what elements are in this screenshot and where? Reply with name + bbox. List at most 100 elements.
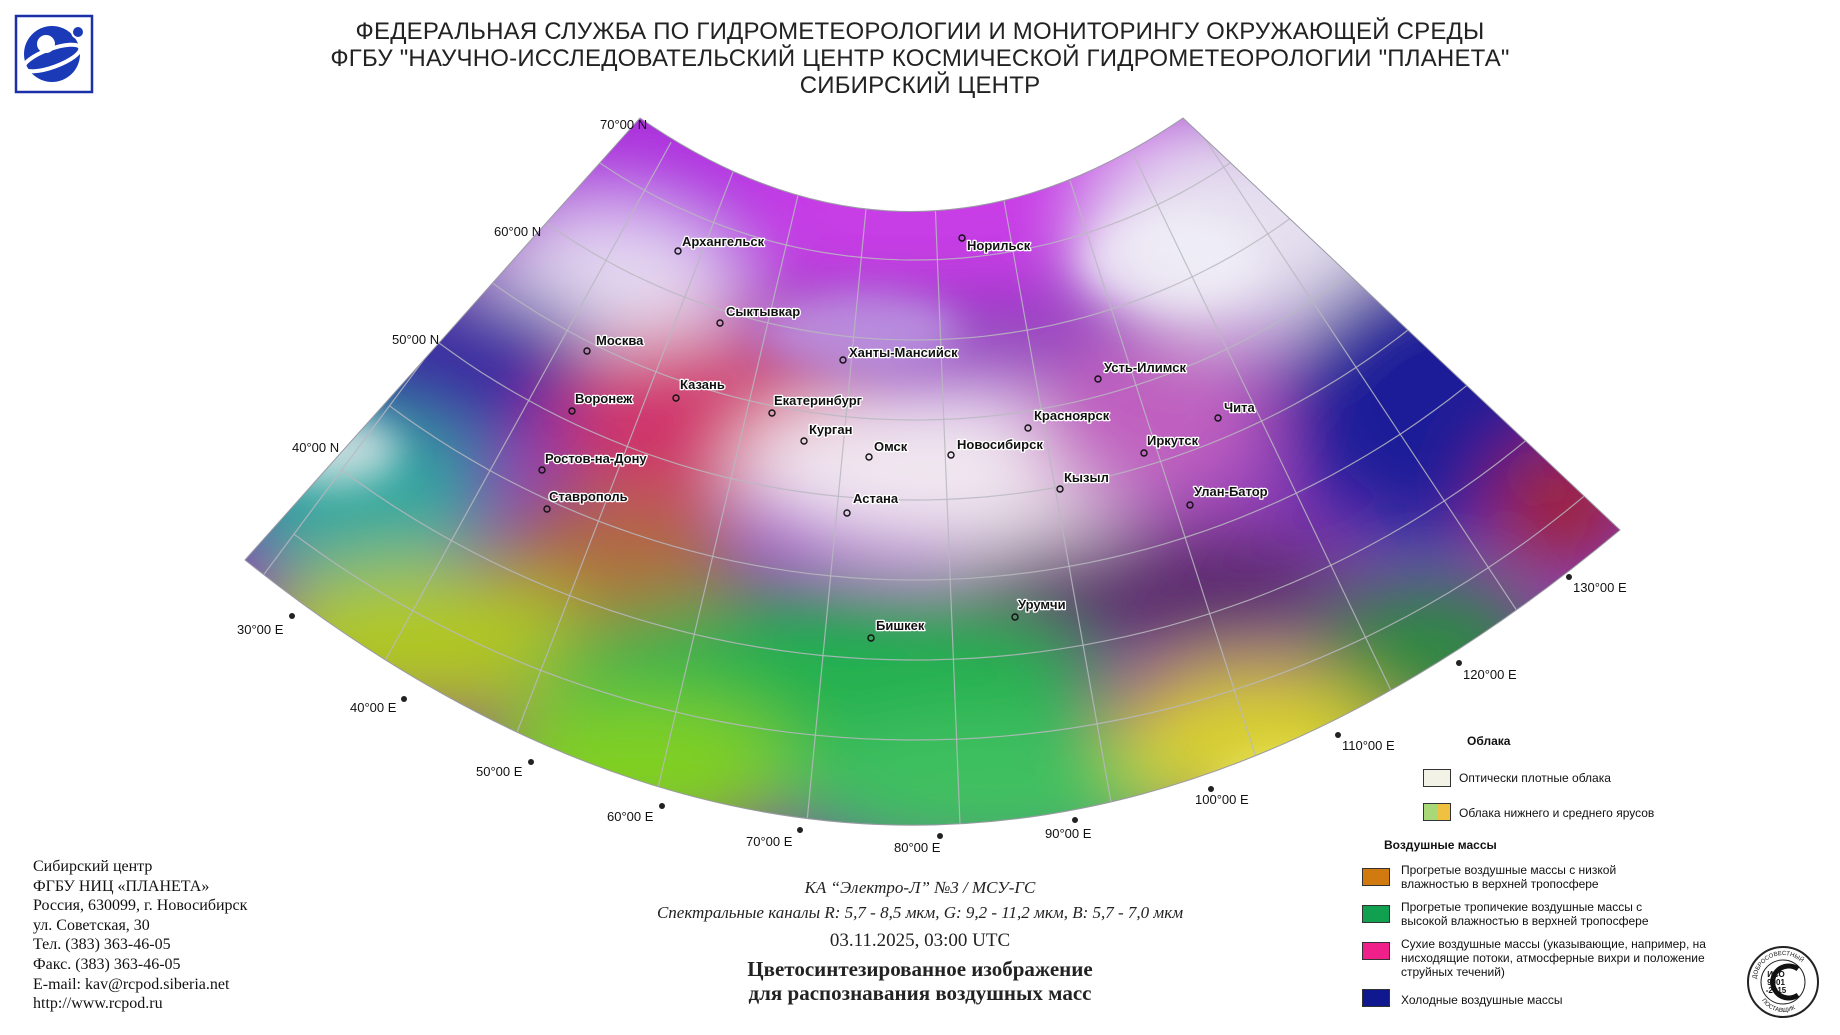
graticule-lines bbox=[245, 118, 1620, 826]
svg-text:Иркутск: Иркутск bbox=[1147, 433, 1199, 448]
legend-swatch-cold bbox=[1362, 989, 1390, 1007]
svg-text:Ханты-Мансийск: Ханты-Мансийск bbox=[849, 345, 958, 360]
svg-text:Ставрополь: Ставрополь bbox=[549, 489, 628, 504]
legend-low-mid-clouds: Облака нижнего и среднего ярусов bbox=[1459, 806, 1655, 820]
header-line-1: ФЕДЕРАЛЬНАЯ СЛУЖБА ПО ГИДРОМЕТЕОРОЛОГИИ … bbox=[355, 18, 1485, 45]
map-frame bbox=[244, 117, 1621, 826]
address-website: http://www.rcpod.ru bbox=[33, 995, 163, 1013]
city-ulan-bator: Улан-Батор bbox=[1186, 483, 1269, 509]
svg-text:Екатеринбург: Екатеринбург bbox=[774, 393, 863, 408]
lon-label-30: 30°00 E bbox=[237, 622, 284, 637]
lon-label-90: 90°00 E bbox=[1045, 826, 1092, 841]
image-title: Цветосинтезированное изображение для рас… bbox=[0, 957, 1840, 1005]
svg-text:Новосибирск: Новосибирск bbox=[957, 437, 1043, 452]
legend-dense-clouds: Оптически плотные облака bbox=[1459, 771, 1611, 785]
city-arkhangelsk: Архангельск bbox=[674, 233, 766, 255]
svg-text:Красноярск: Красноярск bbox=[1034, 408, 1110, 423]
iso-line-2: 9001 bbox=[1767, 978, 1785, 987]
header-line-2: ФГБУ "НАУЧНО-ИССЛЕДОВАТЕЛЬСКИЙ ЦЕНТР КОС… bbox=[330, 45, 1510, 72]
lon-label-50: 50°00 E bbox=[476, 764, 523, 779]
lat-label-60: 60°00 N bbox=[494, 224, 541, 239]
legend-swatch-low-mid-clouds bbox=[1423, 803, 1451, 821]
meridian-line bbox=[934, 204, 962, 826]
svg-text:Кызыл: Кызыл bbox=[1064, 470, 1109, 485]
channels-caption: Спектральные каналы R: 5,7 - 8,5 мкм, G:… bbox=[656, 903, 1184, 922]
lat-label-40: 40°00 N bbox=[292, 440, 339, 455]
svg-text:Курган: Курган bbox=[809, 422, 852, 437]
legend-swatch-dense-clouds bbox=[1423, 769, 1451, 787]
city-rostov: Ростов-на-Дону bbox=[538, 450, 649, 474]
city-omsk: Омск bbox=[865, 438, 909, 461]
lat-label-50: 50°00 N bbox=[392, 332, 439, 347]
planeta-logo bbox=[14, 14, 94, 94]
city-chita: Чита bbox=[1214, 399, 1257, 422]
lon-label-60: 60°00 E bbox=[607, 809, 654, 824]
lon-label-100: 100°00 E bbox=[1195, 792, 1249, 807]
lon-label-40: 40°00 E bbox=[350, 700, 397, 715]
lon-label-130: 130°00 E bbox=[1573, 580, 1627, 595]
header-line-3: СИБИРСКИЙ ЦЕНТР bbox=[799, 72, 1041, 99]
meridian-line bbox=[1133, 154, 1410, 728]
svg-text:Омск: Омск bbox=[874, 439, 908, 454]
iso-badge: ДОБРОСОВЕСТНЫЙ ПОСТАВЩИК ИСО 9001 -2015 bbox=[1747, 946, 1819, 1018]
parallel-line bbox=[293, 481, 1602, 741]
svg-text:Казань: Казань bbox=[680, 377, 725, 392]
svg-text:Астана: Астана bbox=[853, 491, 899, 506]
datetime-caption: 03.11.2025, 03:00 UTC bbox=[829, 930, 1011, 951]
address-line: Сибирский центр bbox=[33, 858, 153, 875]
city-urumchi: Урумчи bbox=[1011, 596, 1067, 621]
lon-label-120: 120°00 E bbox=[1463, 667, 1517, 682]
svg-text:Чита: Чита bbox=[1224, 400, 1255, 415]
legend-dry-masses: Сухие воздушные массы (указывающие, напр… bbox=[1401, 937, 1706, 979]
address-line: ФГБУ НИЦ «ПЛАНЕТА» bbox=[33, 877, 210, 895]
satellite-caption: КА “Электро-Л” №3 / МСУ-ГС bbox=[804, 878, 1036, 897]
city-ekaterinburg: Екатеринбург bbox=[768, 392, 864, 417]
meridian-line bbox=[1192, 120, 1545, 652]
parallel-line bbox=[532, 180, 1338, 341]
city-astana: Астана bbox=[843, 490, 900, 517]
city-ust-ilimsk: Усть-Илимск bbox=[1094, 359, 1188, 383]
lon-ticks bbox=[289, 574, 1572, 839]
city-novosibirsk: Новосибирск bbox=[947, 436, 1045, 459]
image-title-line-2: для распознавания воздушных масс bbox=[748, 981, 1092, 1005]
svg-text:Улан-Батор: Улан-Батор bbox=[1194, 484, 1268, 499]
meridian-line bbox=[1069, 180, 1266, 786]
address-fax: Факс. (383) 363-46-05 bbox=[33, 955, 181, 973]
address-email: E-mail: kav@rcpod.siberia.net bbox=[33, 975, 230, 993]
legend-cold-masses: Холодные воздушные массы bbox=[1401, 993, 1563, 1007]
iso-line-3: -2015 bbox=[1766, 986, 1787, 995]
parallel-line bbox=[580, 120, 1285, 261]
lat-label-70: 70°00 N bbox=[600, 117, 647, 132]
svg-text:Москва: Москва bbox=[596, 333, 644, 348]
meridian-line bbox=[805, 202, 868, 826]
parallel-line bbox=[484, 240, 1391, 421]
legend-warm-low-humidity: Прогретые воздушные массы с низкой влажн… bbox=[1401, 863, 1617, 891]
svg-text:Воронеж: Воронеж bbox=[575, 391, 633, 406]
city-moskva: Москва bbox=[583, 332, 645, 355]
lon-label-80: 80°00 E bbox=[894, 840, 941, 855]
city-khanty-mansiysk: Ханты-Мансийск bbox=[839, 344, 959, 364]
parallel-line bbox=[436, 300, 1443, 501]
svg-text:Сыктывкар: Сыктывкар bbox=[726, 304, 800, 319]
city-kurgan: Курган bbox=[800, 421, 854, 445]
city-voronezh: Воронеж bbox=[568, 390, 634, 415]
address-block: Сибирский центр ФГБУ НИЦ «ПЛАНЕТА» Росси… bbox=[33, 857, 247, 1014]
address-line: Россия, 630099, г. Новосибирск bbox=[33, 897, 248, 915]
meridian-line bbox=[1002, 197, 1116, 823]
parallel-line bbox=[341, 421, 1549, 661]
svg-text:Усть-Илимск: Усть-Илимск bbox=[1104, 360, 1186, 375]
legend-swatch-dry bbox=[1362, 942, 1390, 960]
city-stavropol: Ставрополь bbox=[543, 488, 629, 513]
lon-label-110: 110°00 E bbox=[1342, 738, 1395, 753]
city-kazan: Казань bbox=[672, 376, 726, 402]
svg-text:Архангельск: Архангельск bbox=[682, 234, 765, 249]
legend-swatch-warm-low-humidity bbox=[1362, 868, 1390, 886]
legend-airmass-header: Воздушные массы bbox=[1384, 838, 1497, 852]
svg-text:Ростов-на-Дону: Ростов-на-Дону bbox=[545, 451, 647, 466]
svg-text:Норильск: Норильск bbox=[967, 238, 1031, 253]
city-irkutsk: Иркутск bbox=[1140, 432, 1200, 457]
city-bishkek: Бишкек bbox=[867, 617, 926, 642]
city-norilsk: Норильск bbox=[958, 234, 1032, 254]
legend-swatch-tropical bbox=[1362, 905, 1390, 923]
